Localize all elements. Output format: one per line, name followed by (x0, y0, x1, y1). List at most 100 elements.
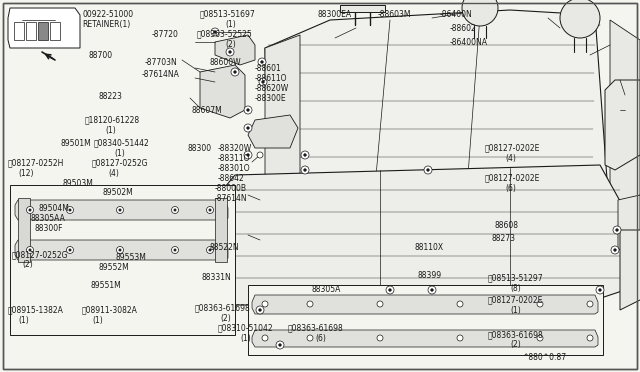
Circle shape (259, 78, 267, 86)
Circle shape (428, 286, 436, 294)
Text: Ⓜ08363-61698: Ⓜ08363-61698 (288, 324, 344, 333)
Text: 89551M: 89551M (90, 280, 121, 289)
Polygon shape (618, 195, 640, 250)
Circle shape (256, 306, 264, 314)
Circle shape (67, 247, 74, 253)
Circle shape (26, 247, 33, 253)
Circle shape (244, 124, 252, 132)
Text: 89504M: 89504M (38, 203, 69, 212)
Circle shape (172, 206, 179, 214)
Circle shape (596, 286, 604, 294)
Text: -88601: -88601 (255, 64, 282, 73)
Circle shape (207, 206, 214, 214)
Polygon shape (8, 8, 80, 48)
Circle shape (69, 209, 71, 211)
Circle shape (246, 109, 250, 111)
Text: (1): (1) (105, 125, 116, 135)
Text: 88300EA: 88300EA (318, 10, 352, 19)
Circle shape (431, 289, 433, 291)
Text: (2): (2) (225, 39, 236, 48)
Text: Ⓜ08363-61698: Ⓜ08363-61698 (195, 304, 251, 312)
Polygon shape (265, 10, 610, 272)
Text: -87614N: -87614N (215, 193, 248, 202)
Circle shape (226, 48, 234, 56)
Circle shape (119, 249, 121, 251)
Polygon shape (620, 230, 640, 310)
Text: 88607M: 88607M (192, 106, 223, 115)
Text: -88311O: -88311O (218, 154, 250, 163)
Text: (1): (1) (510, 305, 521, 314)
Text: Ⓜ08513-51697: Ⓜ08513-51697 (200, 10, 256, 19)
Text: 89503M: 89503M (62, 179, 93, 187)
Text: ⒲08127-0202E: ⒲08127-0202E (485, 144, 540, 153)
Circle shape (424, 166, 432, 174)
Circle shape (377, 335, 383, 341)
Text: ⒲08127-0252G: ⒲08127-0252G (12, 250, 68, 260)
Circle shape (26, 206, 33, 214)
Text: 88600W: 88600W (210, 58, 242, 67)
Text: ^880^0:87: ^880^0:87 (522, 353, 566, 362)
Circle shape (301, 151, 309, 159)
Polygon shape (15, 240, 228, 260)
Circle shape (116, 247, 124, 253)
Text: 89502M: 89502M (102, 187, 132, 196)
Bar (50, 22, 60, 40)
Text: -88602: -88602 (450, 23, 477, 32)
Circle shape (69, 249, 71, 251)
Circle shape (174, 209, 176, 211)
Circle shape (172, 247, 179, 253)
Circle shape (457, 301, 463, 307)
Circle shape (537, 335, 543, 341)
Text: 88522N: 88522N (210, 244, 239, 253)
Circle shape (598, 289, 602, 291)
Circle shape (262, 335, 268, 341)
Circle shape (246, 126, 250, 129)
Text: (6): (6) (505, 183, 516, 192)
Bar (18, 198, 30, 262)
Circle shape (587, 301, 593, 307)
Circle shape (211, 28, 219, 36)
Text: 88305A: 88305A (312, 285, 341, 295)
Bar (248, 285, 603, 355)
Text: (1): (1) (225, 19, 236, 29)
Polygon shape (248, 115, 298, 148)
Text: -87614NA: -87614NA (142, 70, 180, 78)
Circle shape (257, 152, 263, 158)
Polygon shape (215, 35, 255, 65)
Text: Ⓜ08363-52525: Ⓜ08363-52525 (197, 29, 253, 38)
Circle shape (587, 335, 593, 341)
Text: 89552M: 89552M (98, 263, 129, 273)
Text: 88300F: 88300F (34, 224, 63, 232)
Text: (1): (1) (114, 148, 125, 157)
Text: -88642: -88642 (218, 173, 244, 183)
Circle shape (388, 289, 392, 291)
Text: (2): (2) (220, 314, 231, 323)
Text: (2): (2) (510, 340, 521, 350)
Text: 00922-51000: 00922-51000 (82, 10, 133, 19)
Text: Ⓜ08340-51442: Ⓜ08340-51442 (94, 138, 150, 148)
Circle shape (231, 68, 239, 76)
Text: -88301O: -88301O (218, 164, 251, 173)
Polygon shape (340, 5, 385, 12)
Circle shape (301, 166, 309, 174)
Text: -88603M: -88603M (378, 10, 412, 19)
Circle shape (67, 206, 74, 214)
Text: 88300: 88300 (188, 144, 212, 153)
Circle shape (537, 301, 543, 307)
Text: 89553M: 89553M (115, 253, 146, 263)
Bar (215, 198, 227, 262)
Circle shape (616, 229, 618, 231)
Circle shape (209, 249, 211, 251)
Text: 88305AA: 88305AA (30, 214, 65, 222)
Circle shape (262, 81, 264, 83)
Text: -88620W: -88620W (255, 83, 289, 93)
Polygon shape (252, 295, 598, 314)
Text: -86400N: -86400N (440, 10, 473, 19)
Circle shape (262, 301, 268, 307)
Text: ⒲08127-0202E: ⒲08127-0202E (485, 173, 540, 183)
Text: 88331N: 88331N (202, 273, 232, 282)
Circle shape (258, 58, 266, 66)
Polygon shape (200, 65, 245, 118)
Text: ⒲08127-0252H: ⒲08127-0252H (8, 158, 65, 167)
Text: -86400NA: -86400NA (450, 38, 488, 46)
